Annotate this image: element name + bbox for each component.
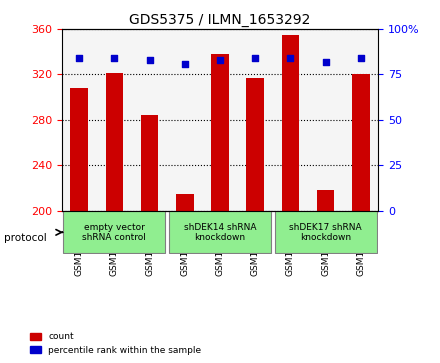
Text: shDEK17 shRNA
knockdown: shDEK17 shRNA knockdown (289, 223, 362, 242)
Text: empty vector
shRNA control: empty vector shRNA control (82, 223, 147, 242)
Bar (317, 190, 334, 211)
Point (216, 57, 224, 63)
Bar (352, 74, 370, 211)
Point (146, 57, 153, 63)
Bar (176, 193, 194, 211)
Point (287, 55, 294, 61)
Bar (246, 78, 264, 211)
Bar (211, 54, 229, 211)
Point (76, 55, 83, 61)
Point (322, 59, 329, 65)
Bar (282, 35, 299, 211)
Point (252, 55, 259, 61)
Point (357, 55, 364, 61)
Bar (141, 115, 158, 211)
Legend: count, percentile rank within the sample: count, percentile rank within the sample (26, 329, 205, 359)
FancyBboxPatch shape (63, 211, 165, 253)
Title: GDS5375 / ILMN_1653292: GDS5375 / ILMN_1653292 (129, 13, 311, 26)
Text: protocol: protocol (4, 233, 47, 243)
Bar (70, 88, 88, 211)
Point (111, 55, 118, 61)
Text: shDEK14 shRNA
knockdown: shDEK14 shRNA knockdown (184, 223, 256, 242)
Point (181, 61, 188, 66)
FancyBboxPatch shape (275, 211, 377, 253)
Bar (106, 73, 123, 211)
FancyBboxPatch shape (169, 211, 271, 253)
